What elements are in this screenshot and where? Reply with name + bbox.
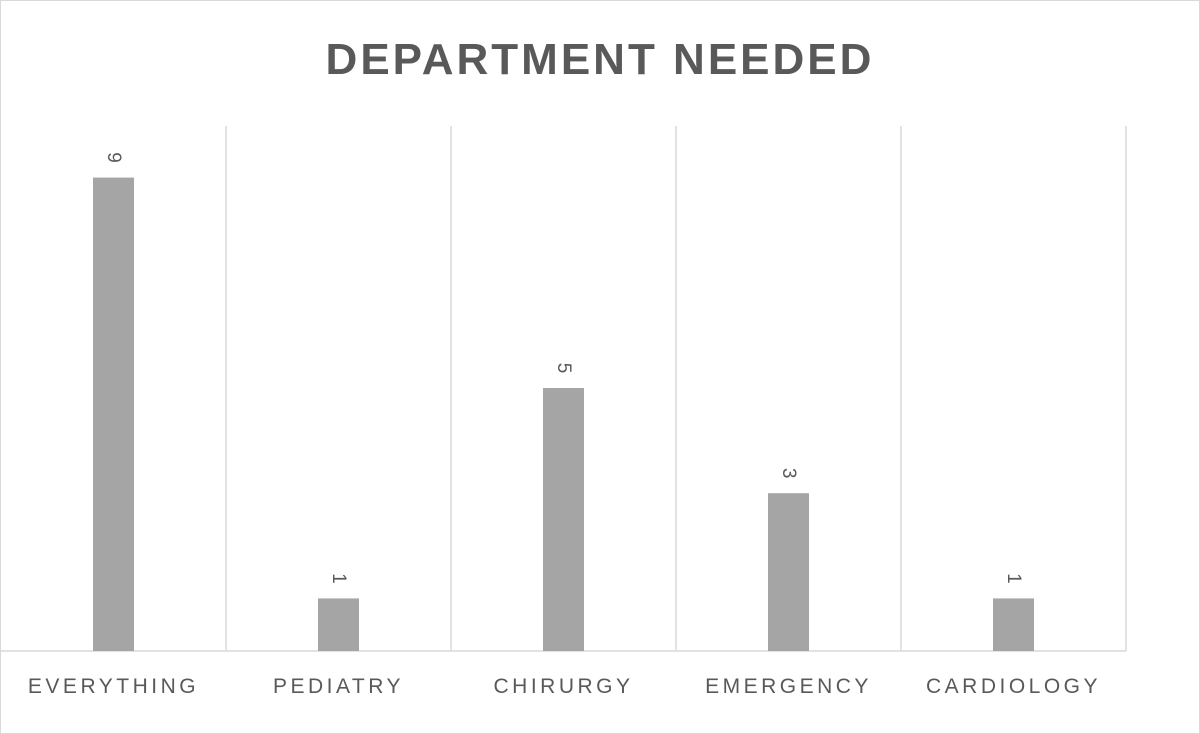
bar-emergency (768, 493, 809, 651)
bar-chirurgy (543, 388, 584, 651)
category-label-emergency: EMERGENCY (705, 675, 872, 698)
data-label-pediatry: 1 (328, 573, 349, 584)
chart-title: DEPARTMENT NEEDED (325, 35, 875, 84)
category-label-everything: EVERYTHING (28, 675, 199, 698)
data-label-emergency: 3 (778, 468, 799, 479)
category-label-chirurgy: CHIRURGY (493, 675, 633, 698)
bar-cardiology (993, 598, 1034, 651)
data-label-cardiology: 1 (1003, 573, 1024, 584)
category-label-pediatry: PEDIATRY (273, 675, 404, 698)
data-label-everything: 9 (103, 152, 124, 163)
bar-pediatry (318, 598, 359, 651)
category-label-cardiology: CARDIOLOGY (926, 675, 1101, 698)
bar-everything (93, 177, 134, 651)
data-label-chirurgy: 5 (553, 363, 574, 374)
